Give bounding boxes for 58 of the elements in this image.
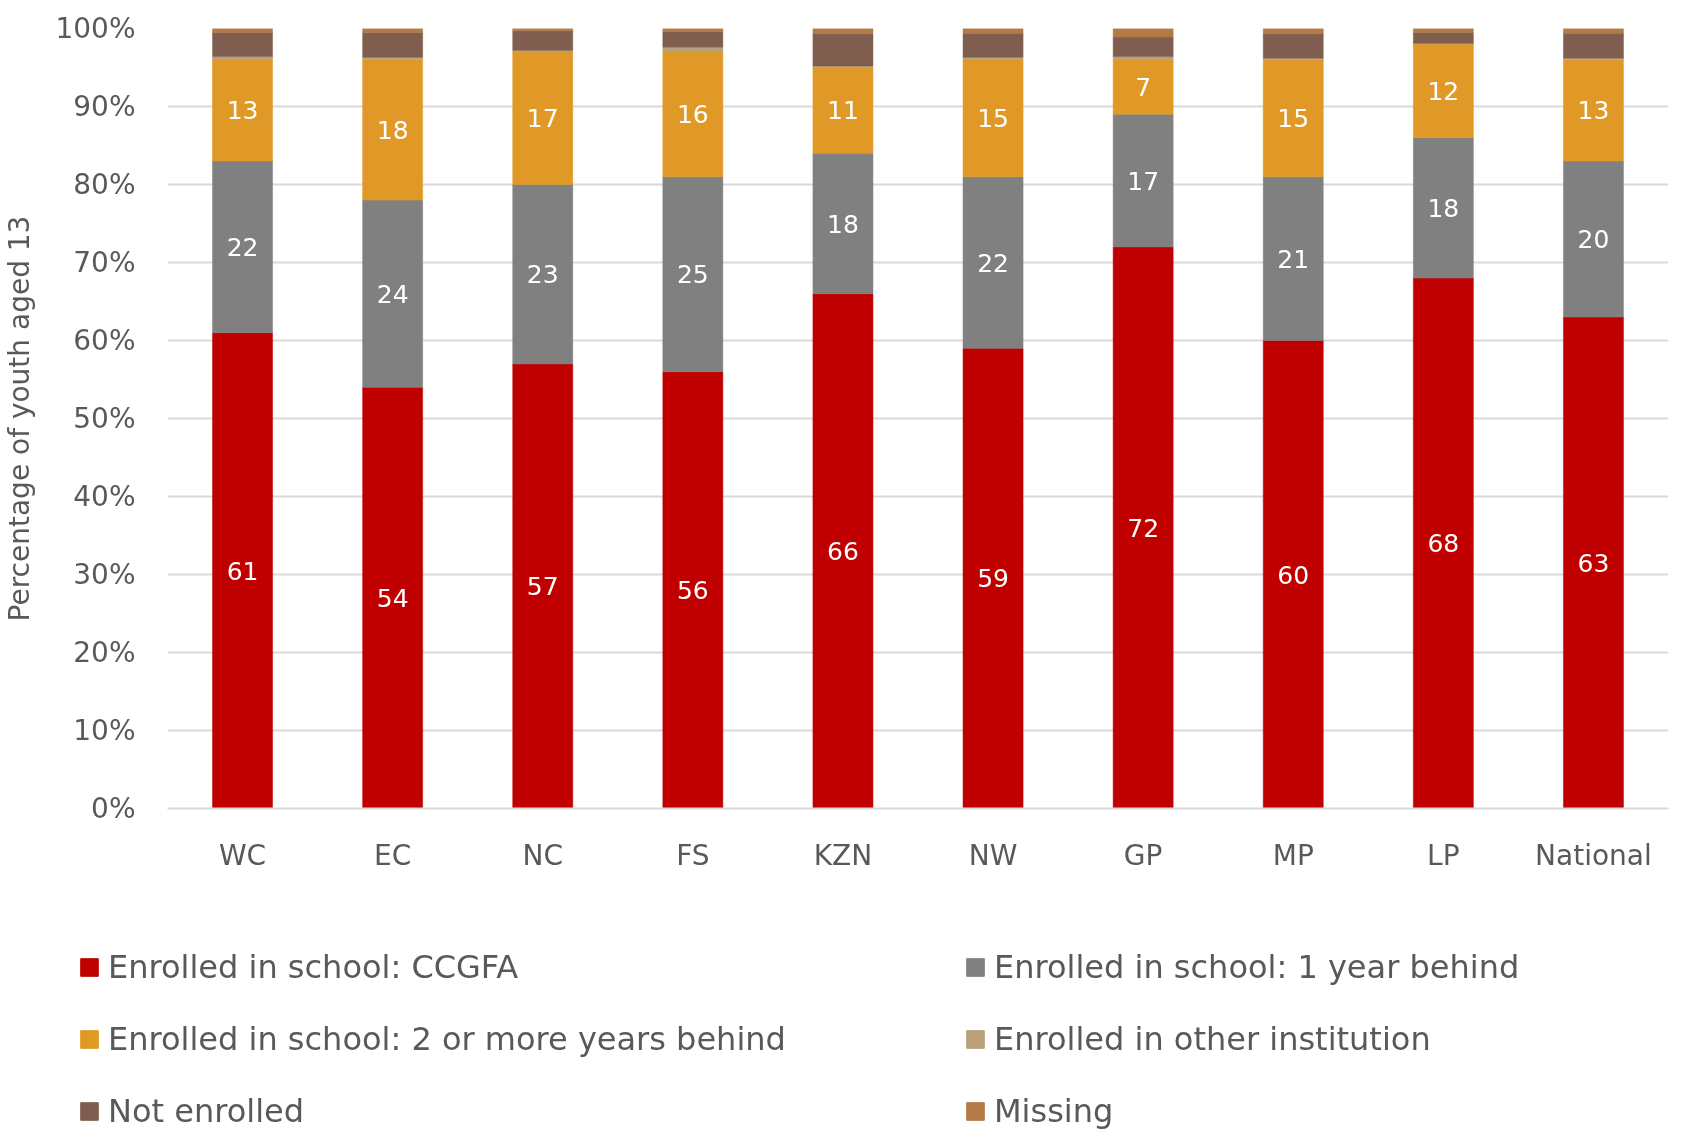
x-tick-label: National (1535, 838, 1652, 872)
y-axis-title: Percentage of youth aged 13 (3, 215, 37, 622)
y-tick-label: 100% (55, 12, 136, 45)
y-tick-label: 0% (91, 792, 136, 825)
data-label: 22 (226, 232, 259, 262)
legend-label: Enrolled in school: CCGFA (108, 948, 520, 986)
data-label: 21 (1277, 244, 1310, 274)
data-label: 68 (1427, 529, 1460, 559)
y-tick-label: 20% (73, 636, 136, 669)
data-label: 13 (1577, 96, 1610, 126)
data-label: 66 (827, 537, 859, 567)
data-label: 63 (1577, 548, 1610, 578)
y-tick-label: 10% (73, 714, 136, 747)
x-tick-label: MP (1272, 838, 1314, 872)
legend-label: Enrolled in other institution (994, 1020, 1432, 1058)
data-label: 25 (676, 260, 709, 290)
data-label: 56 (676, 576, 709, 606)
data-label: 59 (977, 564, 1009, 594)
x-tick-label: WC (218, 838, 267, 872)
y-tick-label: 90% (73, 90, 136, 123)
data-label: 23 (526, 260, 559, 290)
data-label: 57 (526, 572, 559, 602)
x-tick-label: KZN (813, 838, 873, 872)
y-tick-label: 40% (73, 480, 136, 513)
data-label: 16 (676, 100, 709, 130)
data-label: 11 (827, 96, 859, 126)
data-label: 17 (526, 104, 559, 134)
x-tick-label: EC (374, 838, 412, 872)
y-tick-label: 30% (73, 558, 136, 591)
data-label: 12 (1427, 76, 1460, 106)
y-tick-label: 60% (73, 324, 136, 357)
data-label: 17 (1127, 166, 1160, 196)
data-label: 7 (1135, 73, 1152, 102)
data-label: 22 (977, 248, 1009, 278)
x-tick-label: NC (522, 838, 563, 872)
data-label: 72 (1127, 513, 1160, 543)
data-label: 15 (977, 104, 1009, 134)
legend-label: Not enrolled (108, 1092, 305, 1130)
x-tick-label: NW (968, 838, 1018, 872)
x-tick-label: LP (1427, 838, 1460, 872)
legend-label: Missing (994, 1092, 1115, 1130)
y-tick-label: 70% (73, 246, 136, 279)
data-label: 61 (226, 556, 259, 586)
data-label: 18 (827, 209, 859, 239)
data-label: 54 (376, 583, 409, 613)
y-tick-label: 50% (73, 402, 136, 435)
x-tick-label: FS (676, 838, 710, 872)
data-label: 15 (1277, 104, 1310, 134)
data-label: 18 (376, 115, 409, 145)
data-label: 13 (226, 96, 259, 126)
legend-label: Enrolled in school: 1 year behind (994, 948, 1521, 986)
data-label: 24 (376, 279, 409, 309)
x-tick-label: GP (1123, 838, 1163, 872)
y-tick-label: 80% (73, 168, 136, 201)
legend-label: Enrolled in school: 2 or more years behind (108, 1020, 787, 1058)
data-label: 20 (1577, 225, 1610, 255)
data-label: 60 (1277, 560, 1310, 590)
data-label: 18 (1427, 193, 1460, 223)
